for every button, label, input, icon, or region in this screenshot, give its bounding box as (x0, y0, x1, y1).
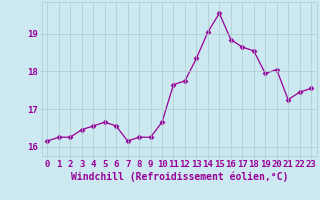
X-axis label: Windchill (Refroidissement éolien,°C): Windchill (Refroidissement éolien,°C) (70, 172, 288, 182)
